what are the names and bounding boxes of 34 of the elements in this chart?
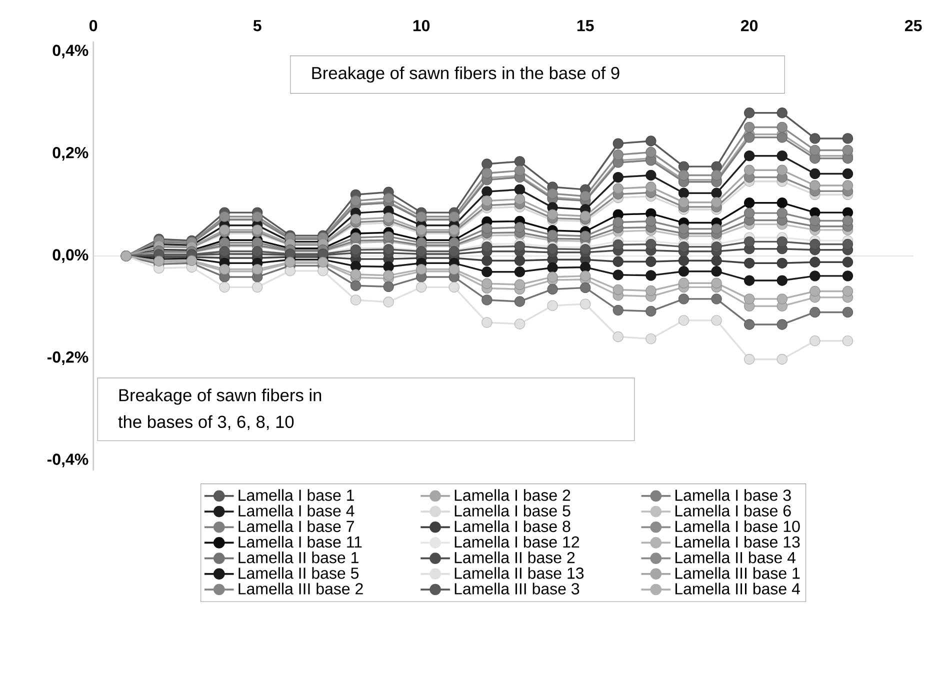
legend-label: Lamella III base 3 bbox=[454, 582, 580, 594]
x-tick-label: 0 bbox=[90, 20, 98, 32]
legend-label: Lamella III base 2 bbox=[238, 582, 363, 594]
legend-label: Lamella II base 2 bbox=[454, 552, 575, 564]
y-tick-label: 0,4% bbox=[52, 44, 88, 58]
x-tick-label: 15 bbox=[577, 20, 594, 32]
legend-label: Lamella I base 1 bbox=[238, 489, 354, 501]
legend-label: Lamella II base 5 bbox=[238, 567, 359, 579]
legend-label: Lamella I base 5 bbox=[454, 504, 570, 516]
legend-label: Lamella III base 1 bbox=[675, 567, 800, 579]
legend-label: Lamella I base 7 bbox=[238, 520, 354, 532]
legend-label: Lamella I base 13 bbox=[675, 536, 800, 548]
legend-label: Lamella I base 10 bbox=[675, 520, 800, 532]
legend-label: Lamella I base 11 bbox=[238, 536, 362, 548]
legend-label: Lamella I base 12 bbox=[454, 536, 580, 548]
legend-label: Lamella II base 4 bbox=[675, 552, 796, 564]
legend-label: Lamella I base 4 bbox=[238, 504, 354, 516]
y-tick-label: -0,4% bbox=[47, 454, 88, 468]
legend-label: Lamella I base 2 bbox=[454, 489, 570, 501]
x-tick-label: 25 bbox=[905, 20, 922, 32]
x-tick-label: 5 bbox=[253, 20, 262, 32]
y-tick-label: -0,2% bbox=[47, 351, 88, 366]
x-tick-label: 10 bbox=[413, 20, 430, 32]
annotation: Breakage of sawn fibers in the bases of 3, 6, 8, 10 bbox=[118, 388, 322, 430]
legend-label: Lamella III base 4 bbox=[675, 582, 800, 594]
legend-label: Lamella I base 6 bbox=[675, 504, 791, 516]
annotation: Breakage of sawn fibers in the base of 9 bbox=[312, 66, 620, 83]
y-tick-label: 0,0% bbox=[52, 249, 88, 263]
legend-label: Lamella I base 8 bbox=[454, 520, 570, 532]
legend-label: Lamella II base 13 bbox=[454, 567, 584, 579]
legend-label: Lamella II base 1 bbox=[238, 552, 358, 564]
y-tick-label: 0,2% bbox=[52, 146, 88, 161]
legend-label: Lamella I base 3 bbox=[675, 489, 791, 501]
x-tick-label: 20 bbox=[741, 20, 758, 32]
